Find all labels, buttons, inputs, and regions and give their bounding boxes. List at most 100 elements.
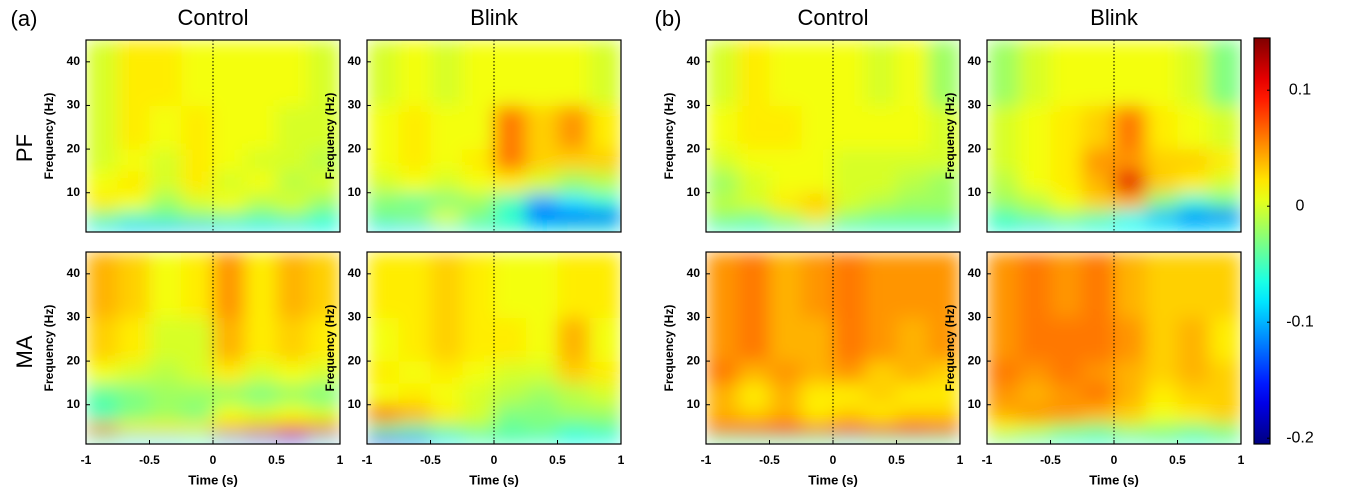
heatmap-cell — [864, 40, 897, 106]
heatmap-cell — [706, 170, 739, 194]
heatmap-cell — [276, 210, 309, 224]
heatmap — [987, 252, 1241, 444]
heatmap-cell — [737, 210, 770, 224]
heatmap-cell — [928, 170, 960, 194]
heatmap-cell — [1082, 361, 1115, 384]
heatmap-cell — [557, 317, 590, 362]
y-tick-label: 20 — [687, 141, 701, 155]
heatmap-cell — [525, 105, 558, 150]
heatmap-cell — [181, 404, 214, 423]
heatmap-cell — [430, 192, 463, 211]
heatmap-cell — [737, 382, 770, 406]
plot-area — [86, 40, 340, 232]
y-tick-label: 40 — [67, 266, 81, 280]
heatmap-cell — [833, 210, 866, 224]
heatmap-cell — [181, 361, 214, 384]
heatmap-cell — [181, 223, 214, 232]
y-tick-label: 20 — [968, 353, 982, 367]
heatmap-cell — [801, 223, 834, 232]
heatmap-cell — [864, 382, 897, 406]
heatmap-cell — [1209, 105, 1241, 150]
heatmap-cell — [1082, 223, 1115, 232]
heatmap-cell — [149, 382, 182, 406]
x-tick-label: 0 — [1111, 453, 1118, 467]
y-tick-label: 40 — [968, 54, 982, 68]
heatmap-cell — [244, 382, 277, 406]
heatmap-cell — [769, 149, 802, 172]
heatmap-cell — [769, 317, 802, 362]
heatmap-cell — [706, 382, 739, 406]
heatmap-cell — [367, 223, 400, 232]
heatmap-cell — [737, 170, 770, 194]
heatmap-cell — [213, 361, 246, 384]
heatmap-cell — [769, 382, 802, 406]
heatmap-cell — [117, 192, 150, 211]
x-tick-label: -0.5 — [1040, 453, 1061, 467]
heatmap-cell — [525, 382, 558, 406]
heatmap-cell — [149, 223, 182, 232]
heatmap — [86, 252, 340, 444]
heatmap-cell — [864, 210, 897, 224]
heatmap-cell — [1114, 252, 1147, 318]
heatmap-cell — [801, 404, 834, 423]
heatmap-cell — [149, 105, 182, 150]
heatmap-cell — [706, 404, 739, 423]
heatmap-cell — [149, 404, 182, 423]
heatmap-cell — [864, 170, 897, 194]
heatmap-cell — [398, 40, 431, 106]
plot-area — [987, 252, 1241, 444]
heatmap-cell — [462, 252, 495, 318]
heatmap-cell — [1082, 404, 1115, 423]
heatmap-cell — [86, 382, 119, 406]
heatmap-cell — [833, 149, 866, 172]
heatmap-cell — [213, 223, 246, 232]
heatmap-cell — [86, 404, 119, 423]
heatmap-cell — [276, 382, 309, 406]
heatmap-cell — [244, 223, 277, 232]
heatmap-cell — [557, 223, 590, 232]
heatmap-cell — [213, 435, 246, 444]
heatmap-cell — [308, 361, 340, 384]
heatmap-cell — [896, 105, 929, 150]
y-axis-label: Frequency (Hz) — [662, 93, 676, 180]
heatmap-cell — [367, 149, 400, 172]
heatmap-cell — [557, 170, 590, 194]
heatmap-cell — [367, 192, 400, 211]
heatmap-cell — [462, 435, 495, 444]
heatmap-cell — [1114, 317, 1147, 362]
heatmap-cell — [864, 404, 897, 423]
heatmap-cell — [833, 223, 866, 232]
heatmap-cell — [1145, 149, 1178, 172]
heatmap-cell — [367, 422, 400, 436]
heatmap-cell — [244, 192, 277, 211]
heatmap-cell — [525, 223, 558, 232]
heatmap-cell — [117, 317, 150, 362]
heatmap-cell — [494, 105, 527, 150]
x-tick-label: -0.5 — [139, 453, 160, 467]
heatmap-cell — [896, 210, 929, 224]
y-tick-label: 30 — [348, 310, 362, 324]
heatmap-cell — [462, 361, 495, 384]
heatmap-cell — [1209, 192, 1241, 211]
heatmap-cell — [86, 252, 119, 318]
heatmap-cell — [86, 170, 119, 194]
heatmap-cell — [1050, 382, 1083, 406]
heatmap-cell — [589, 192, 621, 211]
heatmap-cell — [1145, 40, 1178, 106]
heatmap-cell — [769, 192, 802, 211]
heatmap-cell — [462, 170, 495, 194]
y-axis-label: Frequency (Hz) — [323, 93, 337, 180]
heatmap-cell — [1082, 149, 1115, 172]
heatmap-cell — [987, 435, 1020, 444]
heatmap-cell — [213, 40, 246, 106]
heatmap-cell — [181, 435, 214, 444]
heatmap-cell — [896, 422, 929, 436]
heatmap-cell — [494, 170, 527, 194]
y-tick-label: 10 — [687, 185, 701, 199]
heatmap-cell — [367, 317, 400, 362]
heatmap — [86, 40, 340, 232]
x-tick-label: 0.5 — [549, 453, 566, 467]
x-axis-label: Time (s) — [469, 472, 519, 487]
heatmap-cell — [557, 210, 590, 224]
